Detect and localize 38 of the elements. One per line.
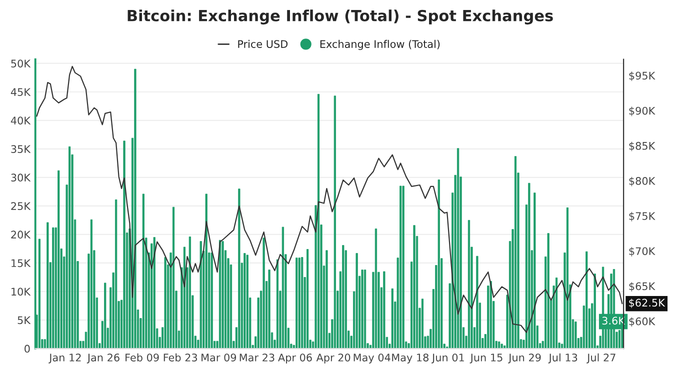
y-tick-label: 20K	[11, 230, 31, 239]
y2-tick-label: $95K	[629, 72, 656, 81]
y2-tick-label: $85K	[629, 142, 656, 152]
x-tick-label: Mar 09	[202, 354, 236, 362]
y-tick-label: 10K	[12, 288, 31, 296]
x-tick-label: Jun 29	[508, 354, 541, 364]
y2-tick-label: $80K	[629, 176, 656, 186]
legend-label: Price USD	[238, 40, 288, 48]
x-tick-label: Apr 20	[316, 354, 350, 364]
chart-title: Bitcoin: Exchange Inflow (Total) - Spot Exchanges	[128, 10, 553, 24]
y2-tick-label: $90K	[629, 106, 656, 116]
x-tick-label: May 18	[392, 354, 429, 364]
x-tick-label: Jun 01	[432, 354, 464, 364]
x-tick-label: Jan 26	[86, 354, 120, 364]
y-tick-label: 40K	[10, 116, 31, 124]
x-tick-label: Jul 13	[548, 353, 578, 364]
y2-tick-label: $70K	[629, 247, 656, 256]
x-tick-label: Jun 15	[470, 354, 502, 364]
y2-tick-label: $75K	[629, 212, 656, 222]
x-tick-label: Jul 27	[586, 353, 616, 364]
x-tick-label: May 04	[354, 354, 390, 364]
x-tick-label: Feb 09	[126, 353, 159, 362]
y-tick-label: 5K	[18, 316, 31, 324]
data-label: $62.5K	[629, 298, 666, 308]
legend-label: Exchange Inflow (Total)	[320, 40, 440, 50]
x-tick-label: Feb 23	[164, 353, 198, 362]
y-tick-label: 45K	[10, 88, 31, 96]
x-tick-label: Apr 06	[278, 354, 312, 364]
x-tick-label: Mar 23	[240, 354, 274, 362]
y-tick-label: 15K	[12, 259, 31, 268]
x-tick-label: Jan 12	[48, 354, 81, 364]
y-tick-label: 35K	[11, 145, 31, 154]
y-tick-label: 30K	[11, 174, 31, 182]
y-tick-label: 25K	[11, 202, 31, 210]
y-tick-label: 50K	[11, 60, 31, 68]
y-tick-label: 0	[24, 344, 30, 353]
y2-tick-label: $60K	[629, 317, 656, 327]
y2-tick-label: $65K	[629, 282, 656, 292]
